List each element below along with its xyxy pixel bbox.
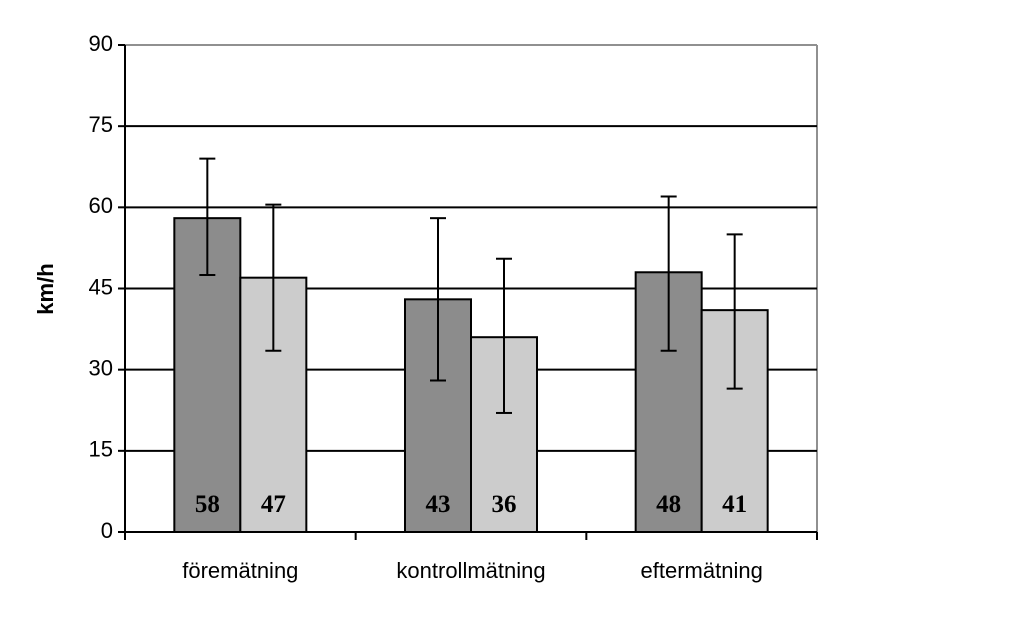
y-tick-label: 75 xyxy=(89,112,113,137)
y-tick-label: 60 xyxy=(89,193,113,218)
x-category-label: föremätning xyxy=(182,558,298,583)
y-tick-label: 45 xyxy=(89,274,113,299)
data-label: 48 xyxy=(656,491,681,518)
y-tick-label: 30 xyxy=(89,355,113,380)
data-label: 58 xyxy=(195,491,220,518)
error-bars xyxy=(199,157,743,414)
x-category-label: eftermätning xyxy=(641,558,763,583)
x-category-label: kontrollmätning xyxy=(396,558,545,583)
data-label: 36 xyxy=(492,491,517,518)
bars xyxy=(173,217,769,534)
y-tick-label: 0 xyxy=(101,518,113,543)
axes: 0 15 30 45 60 75 90 xyxy=(89,31,818,543)
y-tick-label: 90 xyxy=(89,31,113,56)
y-tick-label: 15 xyxy=(89,437,113,462)
data-label: 43 xyxy=(426,491,451,518)
labels: 58 47 föremätning 43 36 kontrollmätning 48 41 ef… xyxy=(182,491,763,583)
data-label: 41 xyxy=(722,491,747,518)
y-axis-title: km/h xyxy=(33,263,58,314)
data-label: 47 xyxy=(261,491,286,518)
